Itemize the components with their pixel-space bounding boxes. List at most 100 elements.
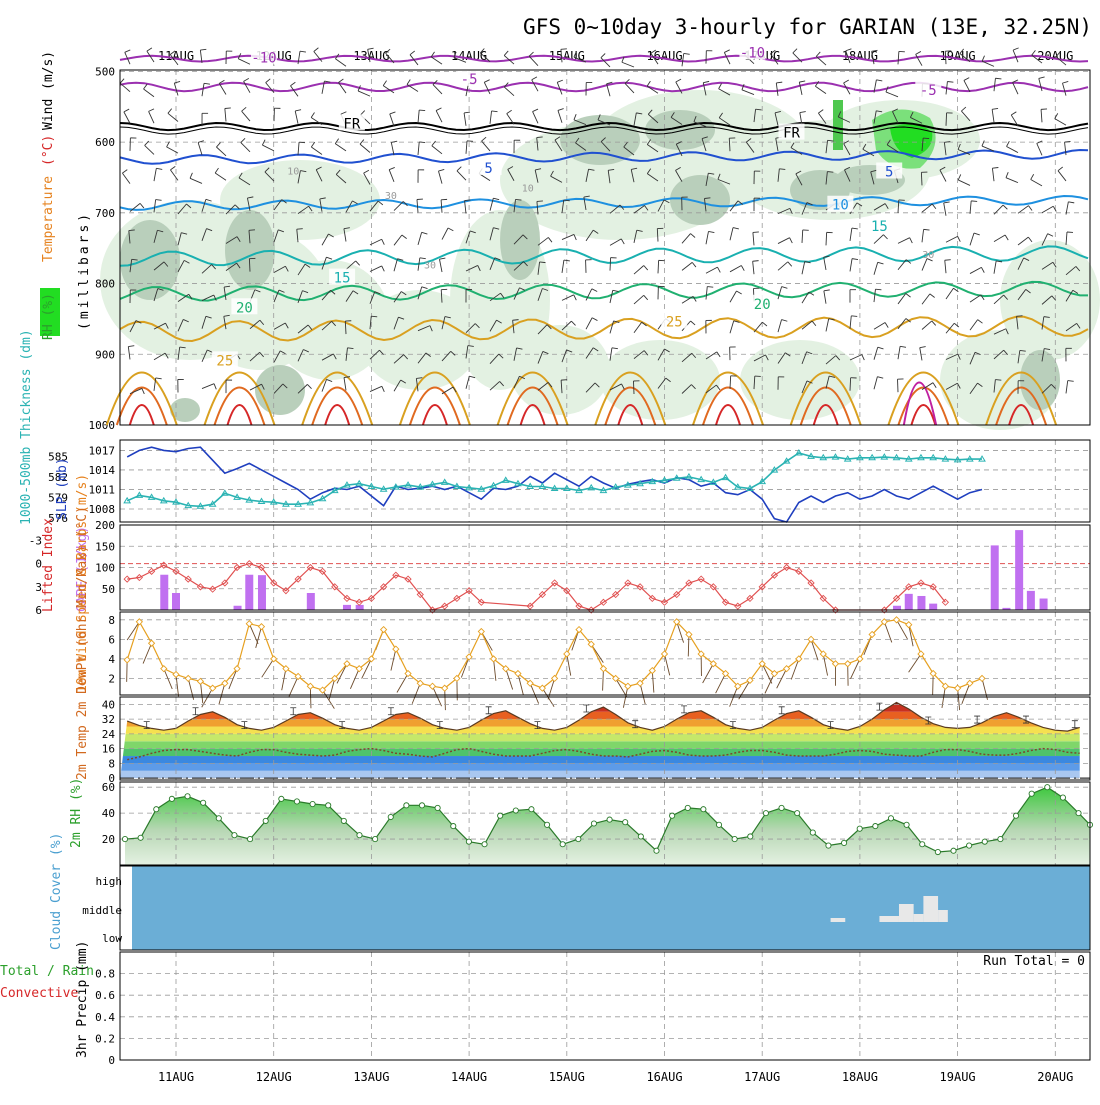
cape-tick-label: 150 (95, 540, 115, 553)
wind-barb (946, 113, 947, 126)
rh2m-label: 2m RH (%) (69, 778, 84, 848)
rh-marker (482, 842, 487, 847)
cloud-level-label: low (102, 932, 122, 945)
rh-marker (373, 836, 378, 841)
cloud-block (923, 896, 938, 922)
rh-marker (904, 822, 909, 827)
rh-marker (779, 805, 784, 810)
rh-shade-mid (225, 210, 275, 290)
wind-barb (658, 260, 659, 273)
bottom-day-label: 17AUG (744, 1070, 780, 1084)
temp-band (120, 771, 1090, 778)
wind-barb-flag (971, 201, 977, 202)
precip-tick-label: 0 (108, 1054, 115, 1067)
rh-marker (435, 805, 440, 810)
cape-bar (991, 545, 999, 610)
wind-barb-flag (753, 261, 759, 262)
bottom-day-label: 13AUG (353, 1070, 389, 1084)
rh-marker (888, 816, 893, 821)
rh-marker (701, 807, 706, 812)
precip-tick-label: 0.4 (95, 1011, 115, 1024)
temp2m-tick-label: 8 (108, 757, 115, 770)
wind-barb-flag (537, 137, 543, 138)
cape-tick-label: 100 (95, 562, 115, 575)
rh-contour-label: 30 (922, 250, 934, 261)
rh-marker (654, 848, 659, 853)
rh-shade-mid (500, 200, 540, 280)
bottom-day-label: 14AUG (451, 1070, 487, 1084)
temp2m-tick-label: 40 (102, 698, 115, 711)
isotherm-label: -10 (251, 51, 276, 67)
rh-marker (795, 811, 800, 816)
slp-tick-label: 1008 (89, 503, 116, 516)
cape-bar (1015, 530, 1023, 610)
rh-marker (623, 820, 628, 825)
wind-barb-flag (923, 138, 929, 139)
bottom-day-label: 20AUG (1037, 1070, 1073, 1084)
wind-barb (826, 232, 827, 245)
bottom-day-label: 18AUG (842, 1070, 878, 1084)
cloud-block (831, 918, 846, 922)
cape-bar (893, 606, 901, 610)
wind-barb-flag (371, 316, 377, 317)
rh-marker (1076, 811, 1081, 816)
rh-marker (732, 836, 737, 841)
pressure-tick-label: 800 (95, 278, 115, 291)
rh-marker (201, 800, 206, 805)
cloud-level-label: high (96, 875, 123, 888)
rh-high-strip (833, 100, 843, 150)
rh-marker (232, 833, 237, 838)
wind-barb (633, 381, 634, 394)
cape-bar (307, 593, 315, 610)
rh-marker (670, 813, 675, 818)
rh-marker (169, 796, 174, 801)
rh-marker (1013, 813, 1018, 818)
wind10m-tick-label: 2 (108, 672, 115, 685)
rh-marker (716, 822, 721, 827)
cape-bar (160, 575, 168, 610)
rh2m-tick-label: 20 (102, 833, 115, 846)
rh-marker (498, 813, 503, 818)
chart-title: GFS 0~10day 3-hourly for GARIAN (13E, 32… (523, 15, 1092, 39)
cape-bar (1040, 599, 1048, 610)
rh-marker (873, 823, 878, 828)
wind-unit-label: (m/s) (41, 51, 56, 90)
rh-marker (748, 834, 753, 839)
wind-barb-flag (753, 232, 759, 233)
pressure-tick-label: 900 (95, 348, 115, 361)
rh-marker (967, 843, 972, 848)
temp-band (120, 734, 1090, 741)
temp2m-tick-label: 32 (102, 713, 115, 726)
rh-shade-mid (1020, 350, 1060, 410)
run-total-annotation: Run Total = 0 (983, 954, 1085, 969)
rh-marker (294, 799, 299, 804)
isotherm-label: 25 (666, 314, 683, 330)
rh-marker (560, 842, 565, 847)
slp-tick-label: 1014 (89, 464, 116, 477)
bottom-day-label: 16AUG (646, 1070, 682, 1084)
wind-barb-flag (129, 230, 135, 231)
wind-barb-flag (419, 110, 425, 111)
bottom-day-label: 11AUG (158, 1070, 194, 1084)
rh-marker (857, 826, 862, 831)
rh-contour-label: 30 (385, 191, 397, 202)
wind-barb (610, 258, 611, 271)
rh-marker (138, 835, 143, 840)
rh-contour-label: 10 (287, 166, 299, 177)
isotherm-label: 10 (832, 198, 849, 214)
rh-marker (529, 807, 534, 812)
wind-barb-flag (779, 169, 785, 170)
rh-label: RH (%) (41, 293, 56, 340)
isotherm-label: 15 (334, 271, 351, 287)
rh-marker (685, 805, 690, 810)
rh-marker (810, 830, 815, 835)
wind-barb-flag (561, 49, 567, 50)
rh-marker (544, 822, 549, 827)
cape-bar (917, 596, 925, 610)
rh2m-tick-label: 40 (102, 807, 115, 820)
cloud-sky (132, 866, 1090, 950)
temp-band (120, 763, 1090, 770)
wind10m-tick-label: 6 (108, 633, 115, 646)
